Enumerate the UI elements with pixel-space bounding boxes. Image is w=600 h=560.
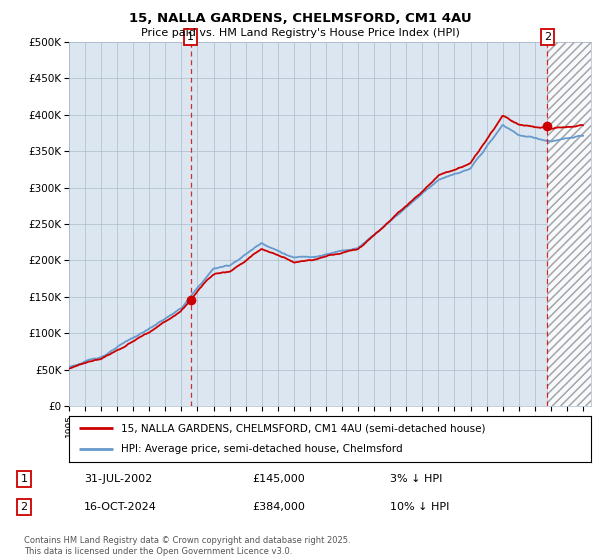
Text: 31-JUL-2002: 31-JUL-2002 bbox=[84, 474, 152, 484]
Text: 10% ↓ HPI: 10% ↓ HPI bbox=[390, 502, 449, 512]
Text: Price paid vs. HM Land Registry's House Price Index (HPI): Price paid vs. HM Land Registry's House … bbox=[140, 28, 460, 38]
Bar bbox=[547, 42, 591, 406]
Text: 3% ↓ HPI: 3% ↓ HPI bbox=[390, 474, 442, 484]
Text: £384,000: £384,000 bbox=[252, 502, 305, 512]
Text: 15, NALLA GARDENS, CHELMSFORD, CM1 4AU (semi-detached house): 15, NALLA GARDENS, CHELMSFORD, CM1 4AU (… bbox=[121, 423, 486, 433]
Text: 1: 1 bbox=[20, 474, 28, 484]
Text: HPI: Average price, semi-detached house, Chelmsford: HPI: Average price, semi-detached house,… bbox=[121, 445, 403, 455]
Text: 2: 2 bbox=[20, 502, 28, 512]
Bar bbox=[547, 42, 591, 406]
Text: 15, NALLA GARDENS, CHELMSFORD, CM1 4AU: 15, NALLA GARDENS, CHELMSFORD, CM1 4AU bbox=[128, 12, 472, 25]
Text: 2: 2 bbox=[544, 32, 551, 42]
Text: 16-OCT-2024: 16-OCT-2024 bbox=[84, 502, 157, 512]
Bar bbox=[547, 42, 591, 406]
Text: Contains HM Land Registry data © Crown copyright and database right 2025.
This d: Contains HM Land Registry data © Crown c… bbox=[24, 536, 350, 556]
Text: 1: 1 bbox=[187, 32, 194, 42]
Text: £145,000: £145,000 bbox=[252, 474, 305, 484]
